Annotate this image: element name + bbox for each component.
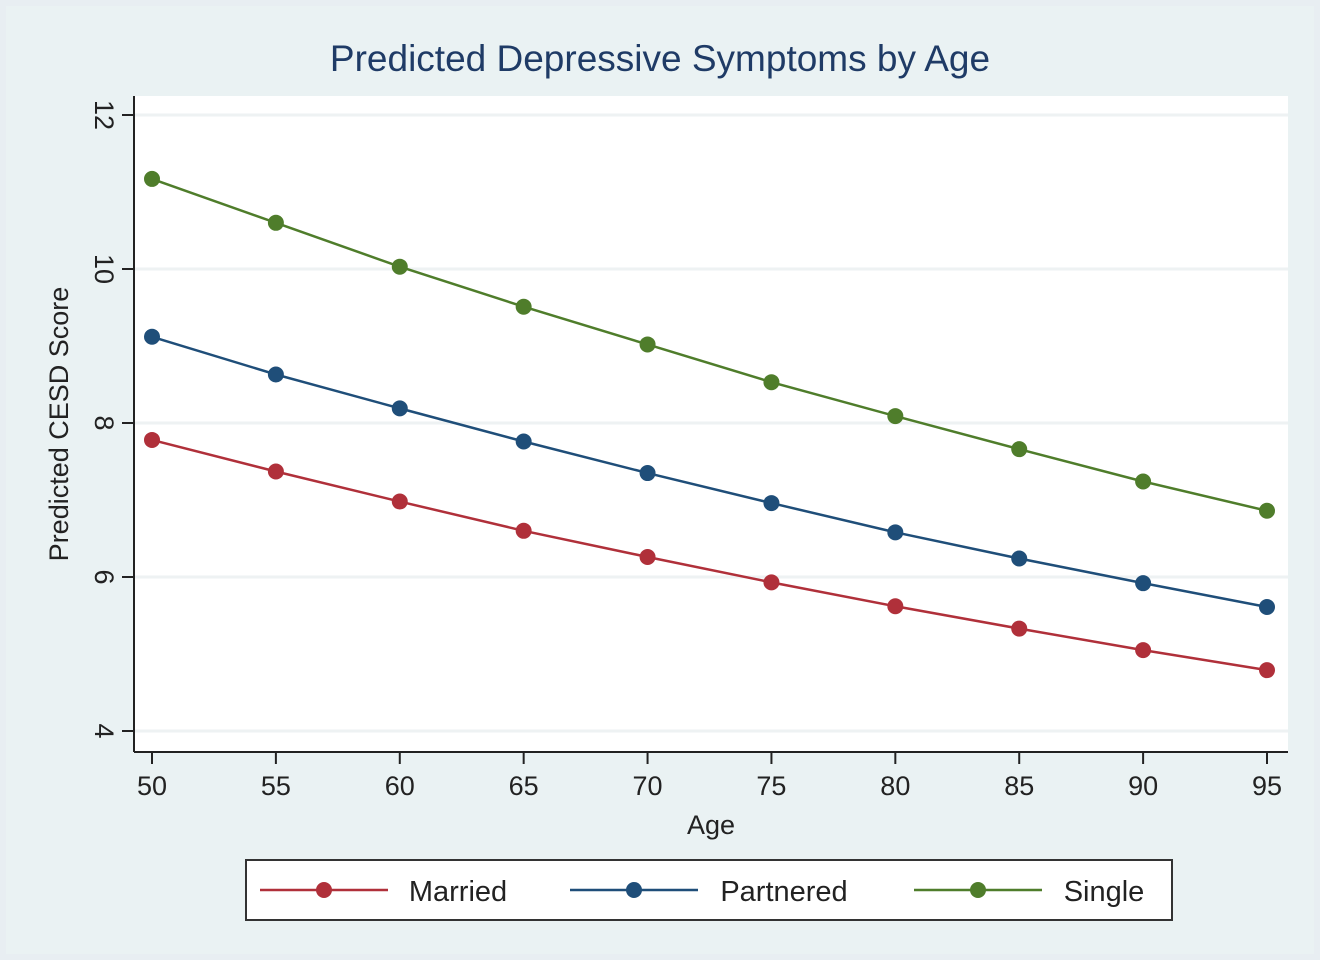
x-tick-label: 95 <box>1252 771 1282 801</box>
data-point-married <box>763 574 780 591</box>
y-tick-label: 10 <box>89 254 119 284</box>
chart-title: Predicted Depressive Symptoms by Age <box>329 38 991 79</box>
x-tick-label: 60 <box>385 771 415 801</box>
data-point-partnered <box>144 328 160 345</box>
data-point-single <box>1011 441 1028 458</box>
data-point-married <box>1011 620 1028 637</box>
data-point-single <box>144 170 160 187</box>
series-single <box>144 170 1275 519</box>
x-tick-label: 50 <box>137 771 167 801</box>
legend: Married Partnered Single <box>245 859 1173 921</box>
data-point-married <box>887 598 904 615</box>
y-tick-label: 12 <box>89 100 119 130</box>
data-point-single <box>887 408 904 425</box>
x-tick-label: 80 <box>880 771 910 801</box>
legend-marker <box>970 882 986 898</box>
legend-label: Single <box>1064 876 1145 908</box>
legend-item-married: Married <box>260 876 507 908</box>
data-point-partnered <box>391 400 408 417</box>
data-point-partnered <box>1259 599 1275 616</box>
data-point-partnered <box>887 524 904 541</box>
x-axis-title: Age <box>687 810 735 840</box>
data-point-single <box>515 298 532 315</box>
data-point-single <box>763 374 780 391</box>
x-tick-label: 85 <box>1004 771 1034 801</box>
x-tick-label: 70 <box>633 771 663 801</box>
data-point-partnered <box>1011 550 1028 567</box>
data-point-married <box>391 493 408 510</box>
data-point-married <box>1135 642 1152 659</box>
data-point-married <box>144 431 160 448</box>
data-point-single <box>391 258 408 275</box>
series-partnered <box>144 328 1275 616</box>
data-point-partnered <box>515 433 532 450</box>
data-point-married <box>1259 662 1275 679</box>
x-tick-label: 90 <box>1128 771 1158 801</box>
data-point-married <box>267 463 284 480</box>
data-point-single <box>267 214 284 231</box>
series-line-partnered <box>151 335 1268 609</box>
y-tick-label: 4 <box>89 723 119 738</box>
gridlines <box>134 113 1288 733</box>
data-point-partnered <box>763 495 780 512</box>
legend-marker <box>626 882 642 898</box>
series-married <box>144 431 1275 679</box>
data-point-single <box>1135 473 1152 490</box>
y-tick-label: 8 <box>89 415 119 430</box>
legend-label: Partnered <box>720 876 847 908</box>
legend-entries: Married Partnered Single <box>260 876 1144 908</box>
data-point-married <box>639 548 656 565</box>
legend-item-partnered: Partnered <box>570 876 848 908</box>
y-tick-label: 6 <box>89 569 119 584</box>
x-tick-label: 55 <box>261 771 291 801</box>
x-tick-label: 75 <box>756 771 786 801</box>
y-axis-title: Predicted CESD Score <box>44 287 74 562</box>
data-point-partnered <box>1135 575 1152 592</box>
series-line-single <box>151 177 1268 512</box>
legend-item-single: Single <box>914 876 1144 908</box>
data-point-single <box>1259 502 1275 519</box>
data-point-married <box>515 522 532 539</box>
series <box>144 170 1275 679</box>
series-line-married <box>151 438 1268 672</box>
legend-label: Married <box>409 876 507 908</box>
data-point-partnered <box>267 366 284 383</box>
x-tick-label: 65 <box>509 771 539 801</box>
x-ticks: 50 55 60 65 70 75 80 85 90 95 <box>137 752 1282 801</box>
data-point-partnered <box>639 465 656 482</box>
legend-marker <box>316 882 332 898</box>
data-point-single <box>639 336 656 353</box>
y-ticks: 4 6 8 10 12 <box>89 100 134 739</box>
